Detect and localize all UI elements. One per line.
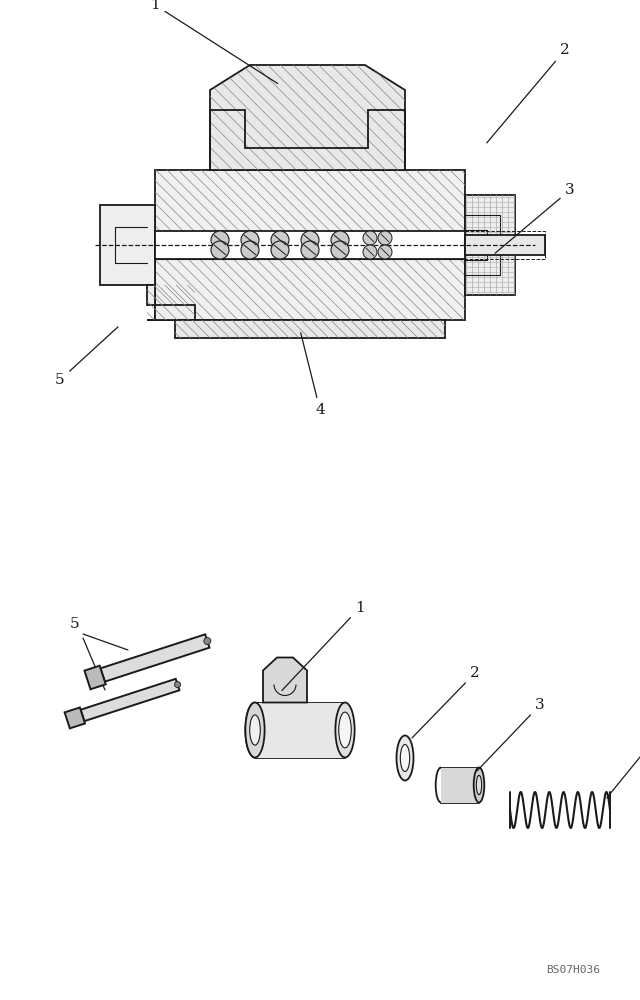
Polygon shape xyxy=(155,170,465,320)
Circle shape xyxy=(271,241,289,259)
Circle shape xyxy=(363,231,377,245)
Text: 3: 3 xyxy=(477,698,545,771)
Text: 1: 1 xyxy=(282,600,365,690)
Polygon shape xyxy=(81,679,179,721)
Polygon shape xyxy=(465,195,515,295)
Circle shape xyxy=(301,241,319,259)
Text: 4: 4 xyxy=(607,728,640,798)
Ellipse shape xyxy=(250,715,260,745)
Text: 5: 5 xyxy=(55,327,118,387)
Circle shape xyxy=(331,241,349,259)
Text: 3: 3 xyxy=(495,183,575,253)
Circle shape xyxy=(301,231,319,249)
Circle shape xyxy=(211,241,229,259)
Ellipse shape xyxy=(339,712,351,748)
Ellipse shape xyxy=(397,736,413,780)
Text: 2: 2 xyxy=(412,666,480,738)
Polygon shape xyxy=(255,702,345,758)
Circle shape xyxy=(204,638,211,645)
Circle shape xyxy=(211,231,229,249)
Polygon shape xyxy=(100,205,155,285)
Circle shape xyxy=(241,231,259,249)
Ellipse shape xyxy=(474,768,484,802)
Circle shape xyxy=(363,245,377,259)
Ellipse shape xyxy=(401,744,410,772)
Circle shape xyxy=(271,231,289,249)
Polygon shape xyxy=(147,285,195,320)
Polygon shape xyxy=(210,65,405,170)
Polygon shape xyxy=(84,666,106,689)
Text: 1: 1 xyxy=(150,0,278,84)
Polygon shape xyxy=(465,235,545,255)
Circle shape xyxy=(331,231,349,249)
Circle shape xyxy=(241,241,259,259)
Polygon shape xyxy=(65,707,85,728)
Polygon shape xyxy=(100,634,209,682)
Text: BS07H036: BS07H036 xyxy=(546,965,600,975)
Text: 2: 2 xyxy=(487,43,570,143)
Circle shape xyxy=(175,682,180,688)
Circle shape xyxy=(378,231,392,245)
Polygon shape xyxy=(263,658,307,702)
Ellipse shape xyxy=(335,702,355,758)
Text: 4: 4 xyxy=(301,333,325,417)
Polygon shape xyxy=(441,768,479,802)
Polygon shape xyxy=(175,320,445,338)
Ellipse shape xyxy=(476,775,482,795)
Circle shape xyxy=(378,245,392,259)
Polygon shape xyxy=(155,231,465,259)
Ellipse shape xyxy=(245,702,264,758)
Text: 5: 5 xyxy=(70,617,80,631)
